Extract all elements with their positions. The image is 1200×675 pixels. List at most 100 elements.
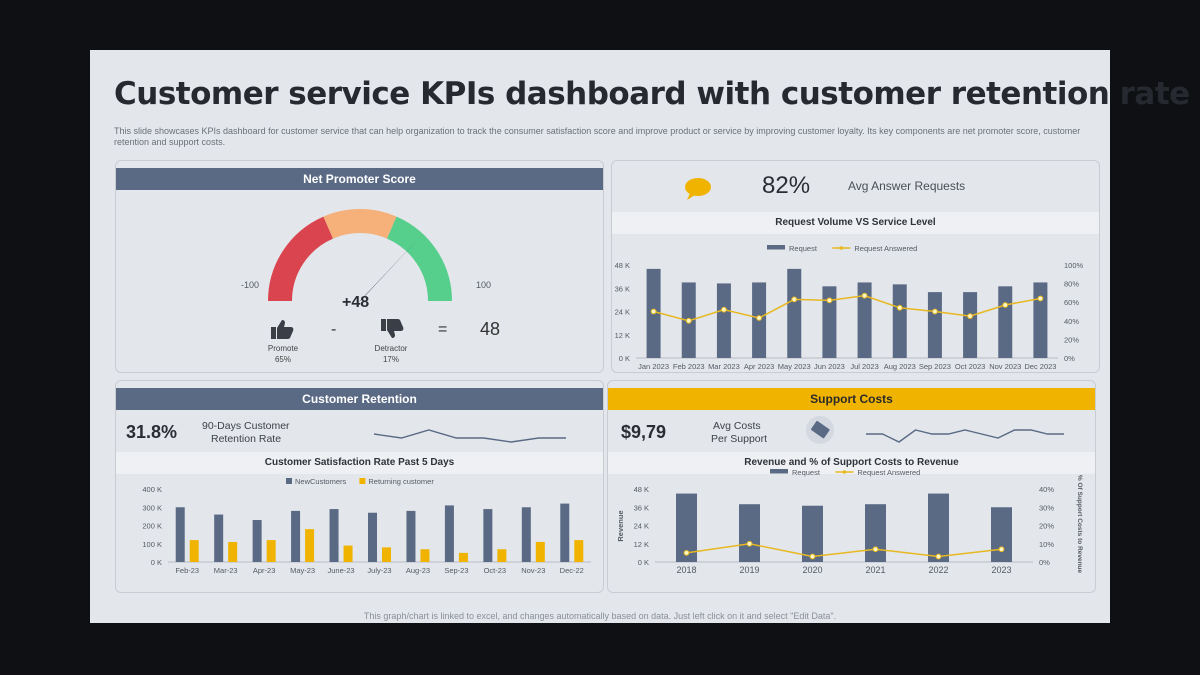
x-tick-label: Nov 2023 (989, 362, 1021, 371)
bar (175, 507, 185, 562)
series-line (653, 294, 1041, 322)
legend-swatch (767, 245, 785, 250)
bar (458, 552, 468, 562)
bar (928, 493, 949, 562)
bar (368, 512, 377, 562)
x-tick-label: Apr 2023 (744, 362, 774, 371)
nps-score: +48 (342, 294, 370, 311)
legend-label: Returning customer (368, 477, 434, 486)
y2-tick-label: 40% (1064, 317, 1079, 326)
requests-kpi-value: 82% (762, 172, 811, 199)
y-tick-label: 36 K (615, 284, 630, 293)
x-tick-label: Oct-23 (484, 566, 507, 575)
y-tick-label: 400 K (142, 485, 162, 494)
y2-tick-label: 20% (1064, 335, 1079, 344)
line-point (683, 549, 690, 556)
legend-label: Request Answered (857, 468, 920, 477)
bar (329, 509, 339, 562)
support-chart-title: Revenue and % of Support Costs to Revenu… (608, 452, 1095, 474)
y2-tick-label: 0% (1039, 558, 1050, 567)
support-panel: Support Costs $9,79 Avg Costs Per Suppor… (607, 380, 1096, 593)
y2-tick-label: 10% (1039, 540, 1054, 549)
y-tick-label: 48 K (634, 485, 649, 494)
x-tick-label: 2019 (739, 565, 759, 575)
gauge-segment-low (268, 216, 334, 302)
retention-kpi-label-1: 90-Days Customer (202, 420, 290, 432)
bar (560, 503, 570, 562)
bar (252, 520, 262, 562)
y-axis-title: Revenue (616, 510, 625, 541)
y2-tick-label: 30% (1039, 503, 1054, 512)
bar (716, 283, 731, 358)
satisfaction-chart: NewCustomers Returning customer 0 K 100 K 20… (142, 477, 591, 575)
y-tick-label: 0 K (151, 558, 162, 567)
thumbs-up-icon (271, 320, 294, 339)
money-icon (806, 416, 834, 444)
x-tick-label: Sep 2023 (919, 362, 951, 371)
x-tick-label: Aug 2023 (884, 362, 916, 371)
bar (497, 549, 507, 562)
bar (739, 504, 760, 562)
bar (343, 545, 353, 562)
nps-panel: Net Promoter Score -100 100 +48 Promote … (115, 160, 604, 373)
x-tick-label: 2022 (928, 565, 948, 575)
bar (228, 541, 238, 562)
support-sparkline (866, 429, 1064, 443)
promote-label: Promote (267, 344, 299, 353)
x-tick-label: Mar-23 (214, 566, 238, 575)
x-tick-label: Jul 2023 (850, 362, 878, 371)
sparkline-path (373, 429, 566, 443)
line-point (650, 308, 657, 315)
line-point (756, 315, 762, 321)
request-volume-chart: Request Request Answered 0 K 12 K 24 K 36 K 48… (615, 244, 1084, 371)
bar (291, 510, 301, 562)
x-tick-label: Apr-23 (253, 566, 276, 575)
y-tick-label: 100 K (142, 540, 162, 549)
support-revenue-chart: Request Request Answered 0 K 12 K 24 K 36 K 48… (616, 468, 1083, 575)
footer-note: This graph/chart is linked to excel, and… (363, 611, 837, 621)
line-point (791, 296, 798, 303)
y-tick-label: 200 K (142, 522, 162, 531)
detractor-label: Detractor (374, 344, 408, 353)
y-tick-label: 48 K (615, 261, 630, 270)
nps-header: Net Promoter Score (116, 168, 603, 190)
support-kpi-label-2: Per Support (711, 433, 768, 445)
x-tick-label: Aug-23 (406, 566, 430, 575)
x-tick-label: July-23 (367, 566, 391, 575)
y2-tick-label: 0% (1064, 354, 1075, 363)
line-point (746, 540, 753, 547)
y-tick-label: 12 K (615, 331, 630, 340)
y-tick-label: 24 K (634, 522, 649, 531)
bar (802, 505, 823, 562)
page-description: This slide showcases KPIs dashboard for … (114, 126, 1081, 147)
bar (214, 514, 224, 562)
line-point (1002, 302, 1009, 308)
requests-panel: 82% Avg Answer Requests Request Volume V… (611, 160, 1100, 373)
bar (865, 504, 886, 562)
retention-chart-title: Customer Satisfaction Rate Past 5 Days (116, 452, 603, 474)
bar (991, 507, 1012, 562)
bar (535, 541, 545, 562)
legend-marker (839, 246, 844, 250)
line-point (998, 546, 1005, 553)
bar (892, 284, 907, 358)
y-tick-label: 36 K (634, 503, 649, 512)
requests-chart-title: Request Volume VS Service Level (612, 212, 1099, 234)
x-tick-label: 2021 (865, 565, 885, 575)
x-tick-label: Sep-23 (444, 566, 468, 575)
thumbs-down-icon (381, 319, 404, 338)
support-kpi-value: $9,79 (621, 422, 667, 442)
legend-marker (842, 470, 847, 474)
bar (998, 286, 1013, 358)
y-tick-label: 12 K (634, 540, 649, 549)
bar (266, 540, 276, 562)
bar (305, 529, 315, 562)
legend-label: Request (789, 244, 818, 253)
y2-axis-title: % Of Support Costs to Revenue (1076, 475, 1083, 574)
legend-swatch (286, 478, 292, 484)
bar (521, 507, 531, 562)
y-tick-label: 300 K (142, 503, 162, 512)
x-tick-label: Mar 2023 (708, 362, 740, 371)
bar (406, 510, 416, 562)
y-tick-label: 24 K (615, 308, 630, 317)
